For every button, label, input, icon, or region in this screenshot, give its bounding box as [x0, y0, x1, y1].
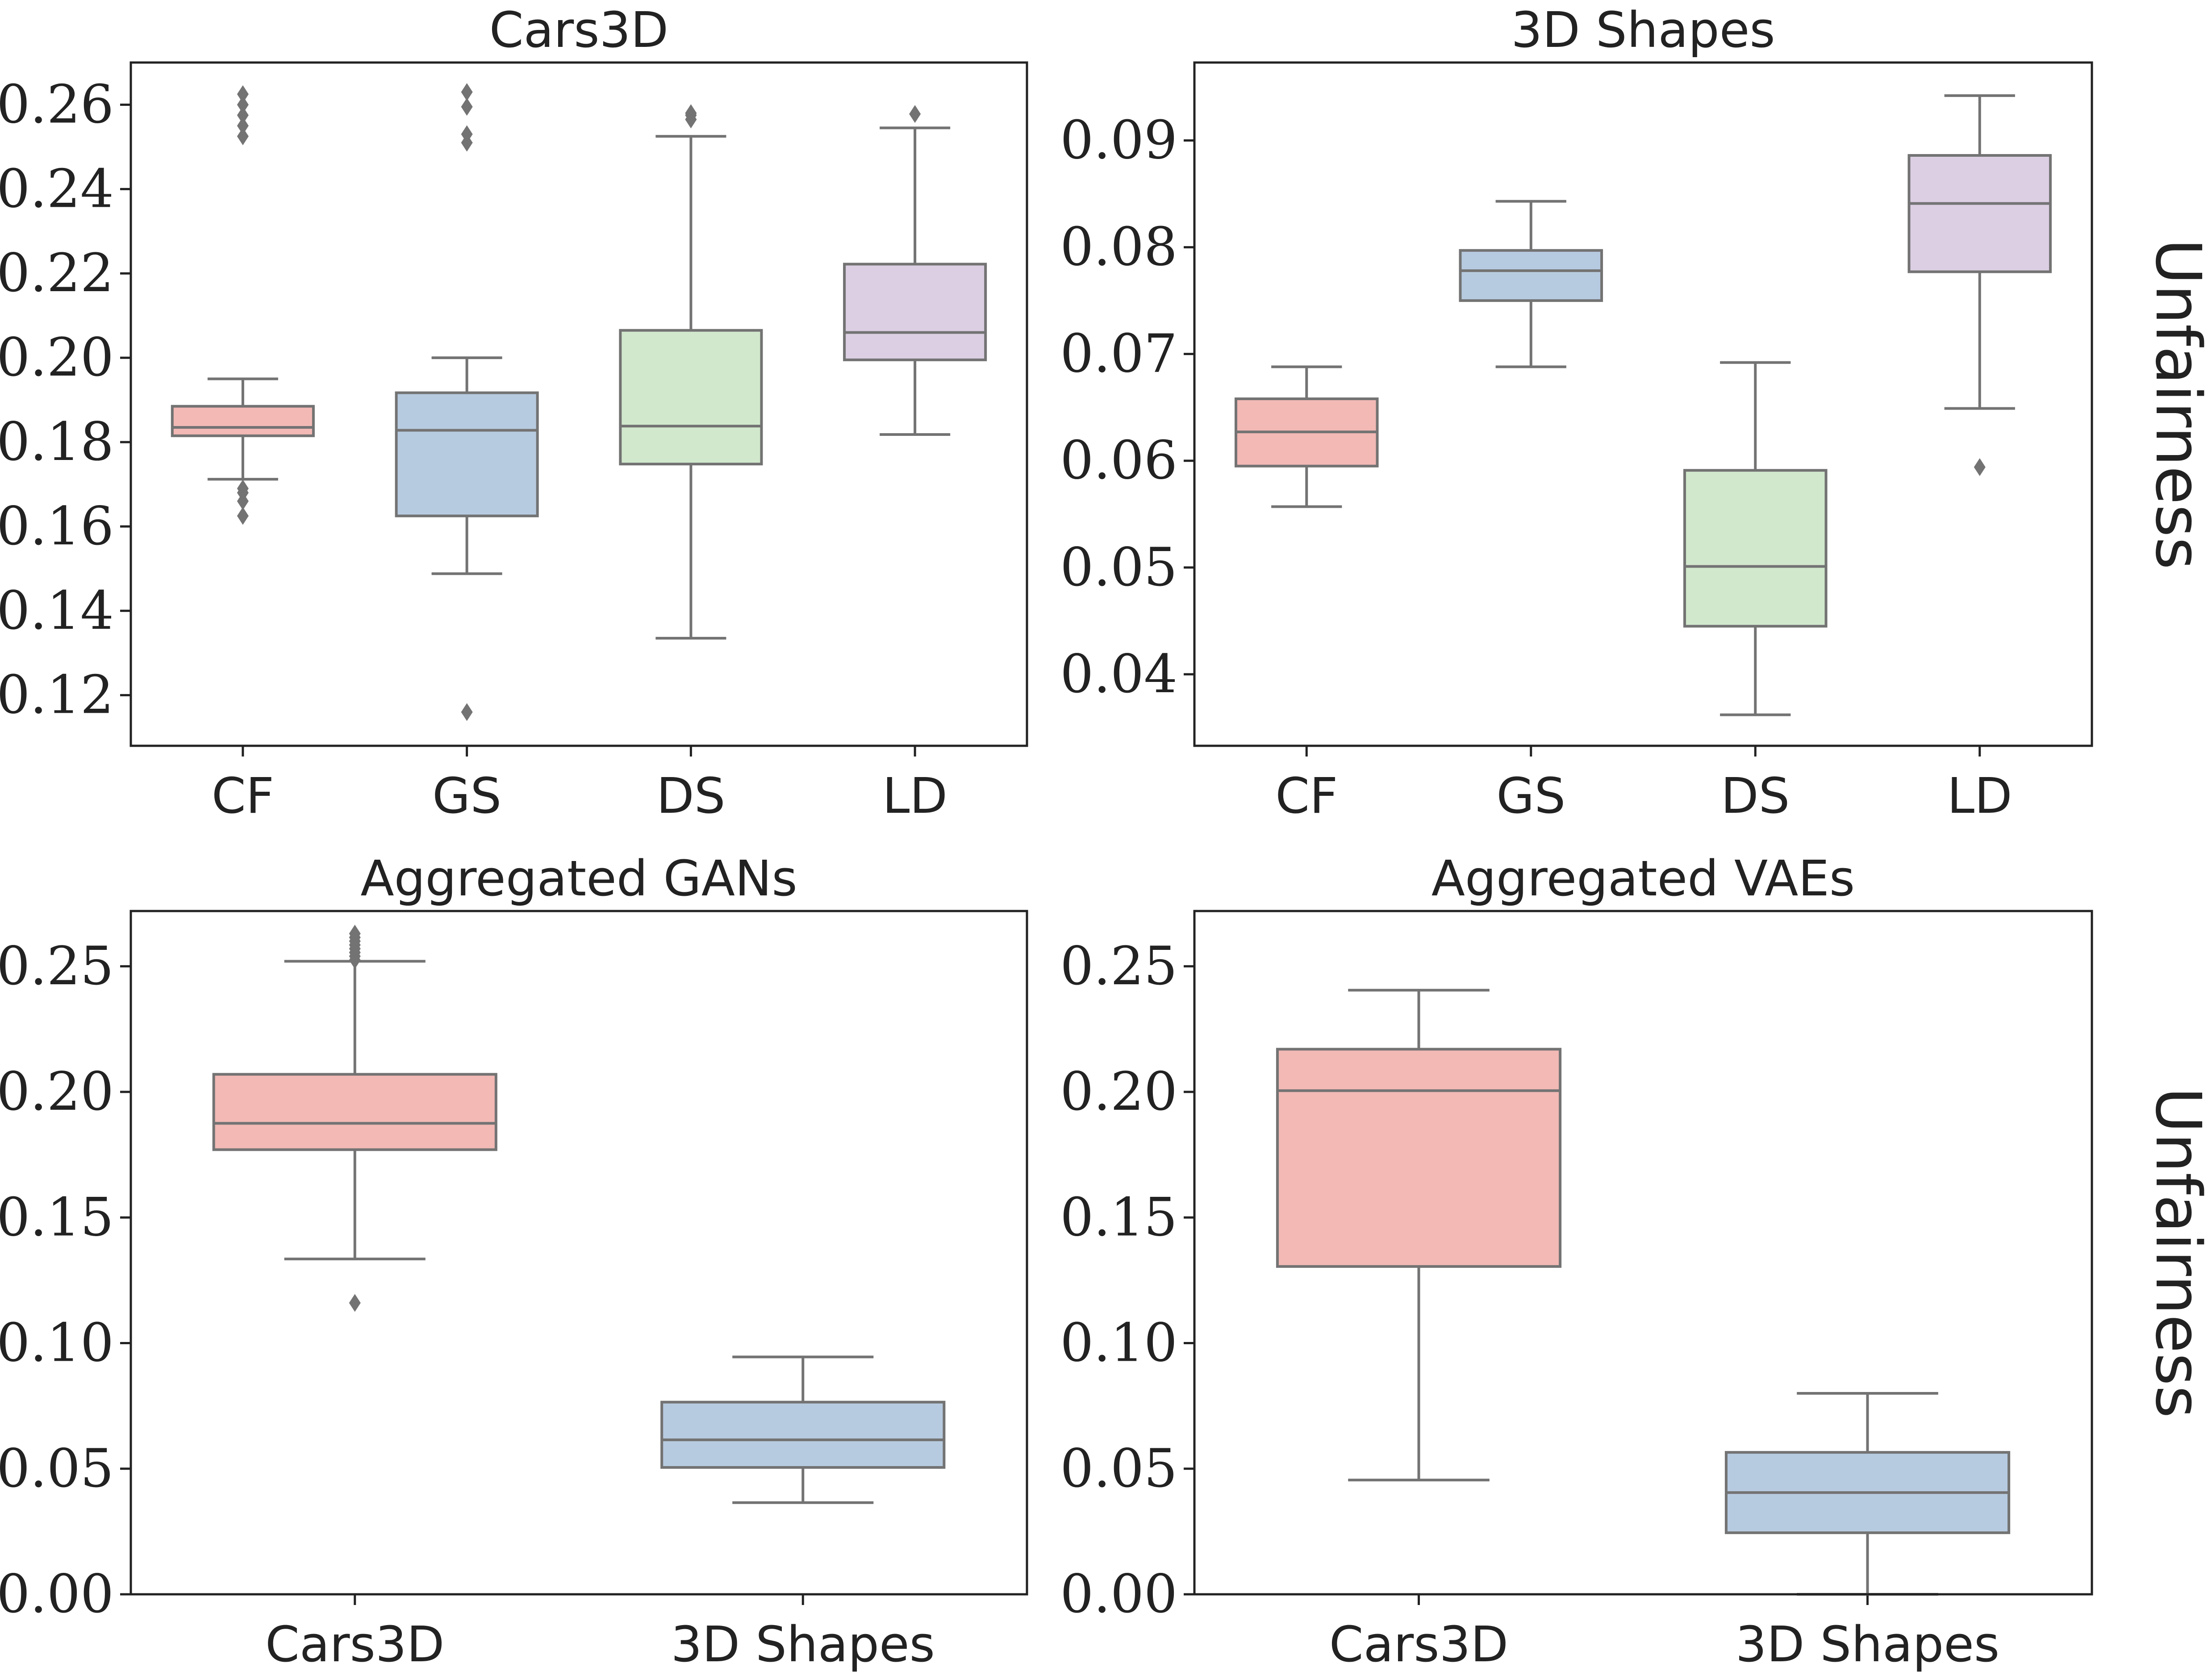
outlier-point — [237, 127, 249, 146]
box-ds — [1683, 361, 1828, 716]
box-cars3d — [1276, 989, 1562, 1482]
y-tick-label: 0.14 — [0, 580, 114, 641]
x-tick-label: DS — [656, 767, 726, 824]
y-tick-label: 0.20 — [1060, 1061, 1177, 1122]
chart-panel-4: Aggregated VAEs 0.00 0.05 0.10 0.15 0.20 0.25 C… — [1060, 850, 2212, 1672]
outlier-point — [237, 117, 249, 135]
x-tick-label: GS — [432, 767, 501, 824]
chart-panel-1: Cars3D 0.12 0.14 0.16 0.18 0.20 0.22 0.24 0.26 CF… — [0, 1, 1028, 824]
outlier-point — [237, 96, 249, 114]
box-gs — [1459, 200, 1603, 368]
y-tick-label: 0.12 — [0, 664, 114, 726]
side-axis-label: Unfairness — [2141, 238, 2212, 569]
box-iqr — [660, 1400, 946, 1469]
y-tick-label: 0.26 — [0, 73, 114, 135]
y-tick-label: 0.25 — [0, 935, 114, 997]
outlier-point — [909, 105, 921, 123]
box-iqr — [619, 329, 763, 466]
box-iqr — [1907, 154, 2052, 273]
x-tick-label: CF — [212, 767, 274, 824]
x-tick-label: DS — [1721, 767, 1790, 824]
axes-frame — [1193, 61, 2093, 747]
y-tick-label: 0.20 — [0, 1061, 114, 1122]
box-iqr — [1459, 249, 1603, 302]
y-tick-label: 0.22 — [0, 242, 114, 304]
axes-frame — [129, 910, 1028, 1596]
outlier-point — [1974, 458, 1986, 477]
x-tick-label: LD — [1947, 767, 2012, 824]
y-tick-label: 0.25 — [1060, 935, 1177, 997]
box-iqr — [212, 1073, 497, 1151]
y-tick-label: 0.24 — [0, 158, 114, 219]
outlier-point — [685, 104, 697, 122]
outlier-point — [461, 703, 473, 721]
box-ld — [1907, 94, 2052, 477]
chart-panel-2: 3D Shapes 0.04 0.05 0.06 0.07 0.08 0.09 CF GS DS L… — [1060, 1, 2212, 824]
y-tick-label: 0.05 — [0, 1438, 114, 1499]
y-tick-label: 0.09 — [1060, 109, 1177, 171]
y-tick-label: 0.16 — [0, 495, 114, 557]
box-cars3d — [212, 924, 497, 1312]
x-tick-label: GS — [1496, 767, 1565, 824]
x-tick-label: CF — [1275, 767, 1338, 824]
box-iqr — [1276, 1048, 1562, 1268]
box-cf — [1234, 365, 1379, 508]
x-tick-label: 3D Shapes — [671, 1616, 935, 1672]
y-tick-label: 0.05 — [1060, 1438, 1177, 1499]
outlier-point — [461, 125, 473, 143]
y-tick-label: 0.00 — [0, 1563, 114, 1625]
axes-frame — [129, 61, 1028, 747]
y-tick-label: 0.06 — [1060, 430, 1177, 491]
chart-title: Aggregated VAEs — [1432, 850, 1855, 907]
outlier-point — [237, 479, 249, 497]
axes-frame — [1193, 910, 2093, 1596]
y-tick-label: 0.20 — [0, 326, 114, 388]
outlier-point — [237, 507, 249, 525]
y-tick-label: 0.00 — [1060, 1563, 1177, 1625]
box-iqr — [395, 391, 539, 518]
y-tick-label: 0.10 — [0, 1312, 114, 1374]
box-cf — [171, 85, 315, 525]
y-tick-label: 0.07 — [1060, 323, 1177, 385]
outlier-point — [237, 85, 249, 103]
y-tick-label: 0.08 — [1060, 216, 1177, 278]
box-gs — [395, 83, 539, 721]
y-tick-label: 0.05 — [1060, 536, 1177, 598]
y-tick-label: 0.15 — [0, 1186, 114, 1248]
y-tick-label: 0.15 — [1060, 1186, 1177, 1248]
outlier-point — [237, 106, 249, 125]
chart-title: Aggregated GANs — [360, 850, 797, 907]
chart-title: Cars3D — [489, 1, 668, 59]
outlier-point — [461, 83, 473, 101]
y-tick-label: 0.04 — [1060, 643, 1177, 705]
box-3d-shapes — [660, 1355, 946, 1504]
y-tick-label: 0.18 — [0, 411, 114, 472]
box-3d-shapes — [1724, 1392, 2011, 1596]
chart-title: 3D Shapes — [1511, 1, 1775, 59]
box-iqr — [843, 263, 987, 361]
x-tick-label: LD — [882, 767, 947, 824]
chart-panel-3: Aggregated GANs 0.00 0.05 0.10 0.15 0.20 0.25 C… — [0, 850, 1028, 1672]
x-tick-label: 3D Shapes — [1736, 1616, 1999, 1672]
outlier-point — [349, 924, 361, 943]
outlier-point — [461, 98, 473, 116]
box-iqr — [171, 405, 315, 437]
x-tick-label: Cars3D — [265, 1616, 444, 1672]
box-iqr — [1683, 469, 1828, 628]
side-axis-label: Unfairness — [2141, 1087, 2212, 1418]
outlier-point — [349, 1294, 361, 1312]
box-ds — [619, 104, 763, 640]
y-tick-label: 0.10 — [1060, 1312, 1177, 1374]
box-ld — [843, 105, 987, 436]
x-tick-label: Cars3D — [1329, 1616, 1508, 1672]
